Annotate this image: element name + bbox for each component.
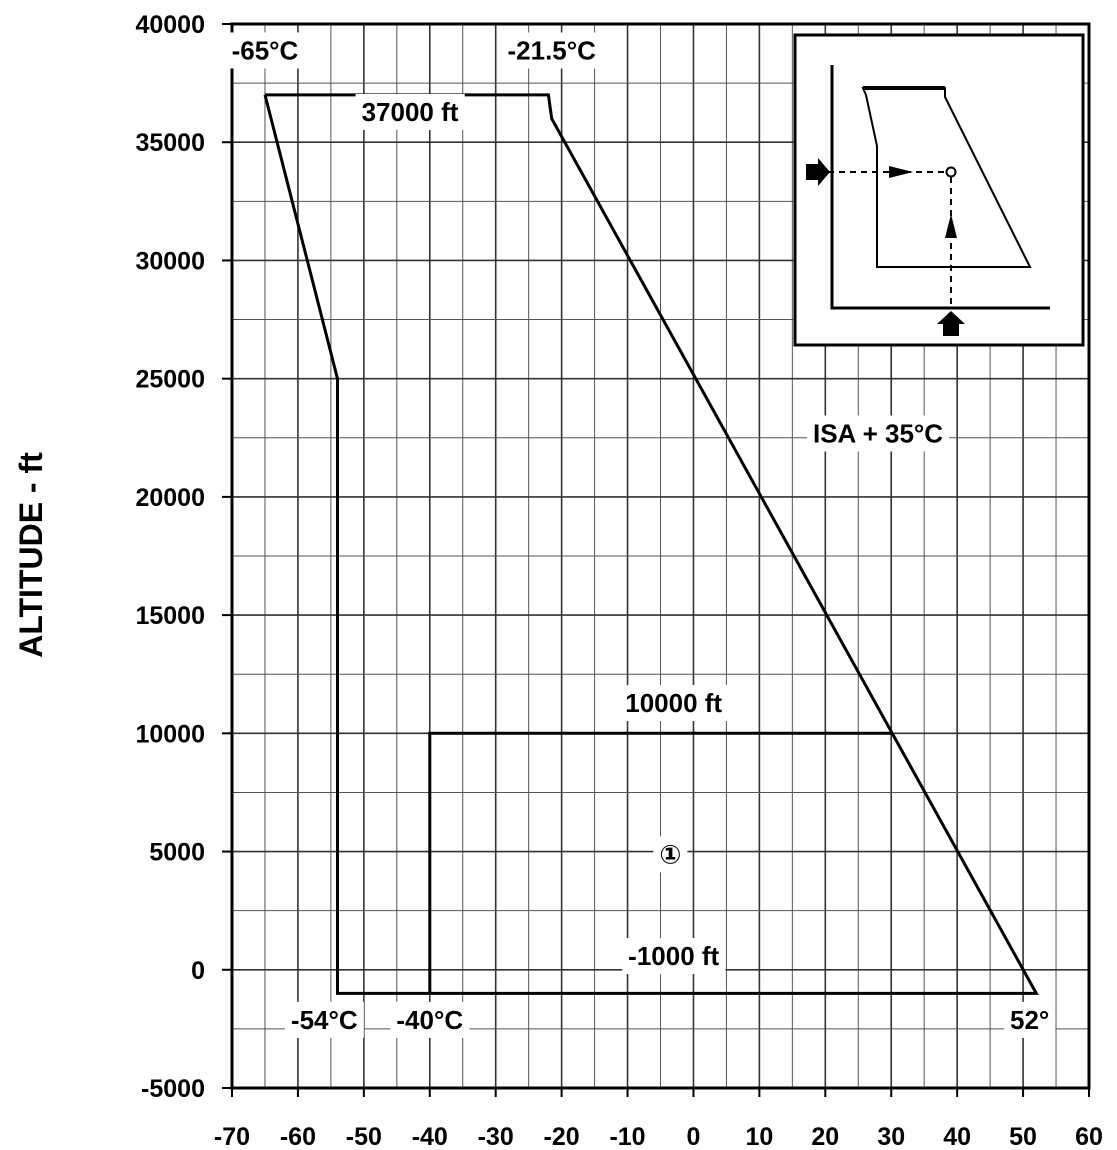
annotation-label: ISA + 35°C <box>813 419 943 449</box>
annotation-background <box>225 32 305 69</box>
zone-1-boundary <box>428 731 892 994</box>
inset-axes <box>830 65 1050 310</box>
annotation-label: -65°C <box>232 35 299 65</box>
x-tick-label: 0 <box>687 1123 701 1150</box>
annotation-background <box>355 93 465 130</box>
flight-envelope-boundary <box>263 93 1039 995</box>
annotation-background <box>501 32 603 69</box>
y-tick-label: 40000 <box>135 11 205 39</box>
y-tick-label: 30000 <box>135 247 205 275</box>
inset-left-input-arrow-icon <box>806 158 830 186</box>
inset-up-arrowhead <box>945 214 957 238</box>
axis-ticks: -70 -60 -50 -40 -30 -20 -10 0 10 20 30 40 50 60 -5000 0… <box>135 11 1102 1150</box>
x-tick-label: -20 <box>544 1123 580 1150</box>
annotation-label: -1000 ft <box>628 941 719 971</box>
y-tick-label: 10000 <box>135 720 205 748</box>
annotation-background <box>284 1001 364 1038</box>
annotation-background <box>653 836 688 873</box>
x-tick-label: 50 <box>1009 1123 1037 1150</box>
annotation-label: 10000 ft <box>625 688 722 718</box>
x-tick-label: 10 <box>745 1123 773 1150</box>
inset-right-arrowhead <box>889 166 913 178</box>
y-tick-label: -5000 <box>141 1075 205 1103</box>
annotation-background <box>390 1001 470 1038</box>
y-tick-label: 20000 <box>135 484 205 512</box>
x-tick-label: 30 <box>877 1123 905 1150</box>
annotation-background <box>1004 1001 1056 1038</box>
y-tick-label: 0 <box>191 957 205 985</box>
x-tick-label: 40 <box>943 1123 971 1150</box>
annotation-background <box>622 938 726 975</box>
y-tick-label: 5000 <box>149 839 205 867</box>
x-tick-label: 60 <box>1075 1123 1103 1150</box>
x-tick-label: -10 <box>609 1123 645 1150</box>
y-tick-label: 15000 <box>135 602 205 630</box>
y-tick-label: 35000 <box>135 129 205 157</box>
annotation-label: -54°C <box>291 1005 358 1035</box>
inset-frame <box>793 33 1085 347</box>
annotation-label: 37000 ft <box>362 97 459 127</box>
x-tick-label: -70 <box>214 1123 250 1150</box>
x-tick-label: -60 <box>280 1123 316 1150</box>
annotation-label: -40°C <box>396 1005 463 1035</box>
annotation-label: -21.5°C <box>508 35 597 65</box>
x-tick-label: -40 <box>412 1123 448 1150</box>
x-tick-label: 20 <box>811 1123 839 1150</box>
x-tick-label: -30 <box>478 1123 514 1150</box>
annotations: -65°C -21.5°C 37000 ft ISA + 35°C 10000 ft ① -… <box>225 32 1056 1038</box>
annotation-background <box>619 685 729 722</box>
y-axis-label: ALTITUDE - ft <box>13 452 49 658</box>
annotation-background <box>806 415 950 452</box>
x-tick-label: -50 <box>346 1123 382 1150</box>
y-tick-label: 25000 <box>135 366 205 394</box>
inset-intersection-point <box>945 166 957 178</box>
zone-1-marker: ① <box>659 839 681 869</box>
inset-legend-diagram <box>793 33 1085 347</box>
annotation-label: 52° <box>1010 1005 1049 1035</box>
inset-bottom-input-arrow-icon <box>937 311 965 336</box>
series-group <box>263 93 1039 995</box>
plot-frame <box>230 22 1091 1090</box>
